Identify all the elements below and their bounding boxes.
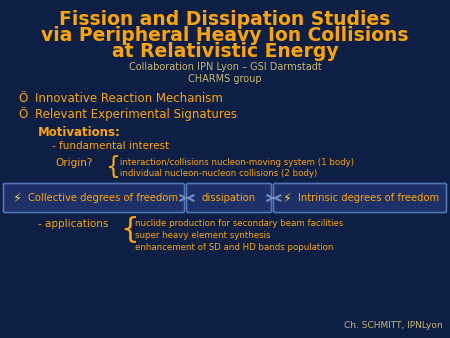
Text: Relevant Experimental Signatures: Relevant Experimental Signatures [35, 108, 237, 121]
FancyBboxPatch shape [4, 184, 184, 213]
Text: Collective degrees of freedom: Collective degrees of freedom [28, 193, 178, 203]
Text: Origin?: Origin? [55, 158, 92, 168]
Text: via Peripheral Heavy Ion Collisions: via Peripheral Heavy Ion Collisions [41, 26, 409, 45]
Text: Motivations:: Motivations: [38, 126, 121, 139]
Text: {: { [105, 155, 120, 179]
FancyBboxPatch shape [274, 184, 446, 213]
Text: Collaboration IPN Lyon – GSI Darmstadt: Collaboration IPN Lyon – GSI Darmstadt [129, 62, 321, 72]
Text: individual nucleon-nucleon collisions (2 body): individual nucleon-nucleon collisions (2… [120, 169, 317, 178]
Text: ⚡: ⚡ [283, 192, 292, 204]
Text: at Relativistic Energy: at Relativistic Energy [112, 42, 338, 61]
Text: Ch. SCHMITT, IPNLyon: Ch. SCHMITT, IPNLyon [344, 321, 443, 330]
Text: nuclide production for secondary beam facilities: nuclide production for secondary beam fa… [135, 219, 343, 228]
Text: enhancement of SD and HD bands population: enhancement of SD and HD bands populatio… [135, 243, 333, 252]
Text: Fission and Dissipation Studies: Fission and Dissipation Studies [59, 10, 391, 29]
Text: Ö: Ö [18, 108, 27, 121]
Text: dissipation: dissipation [202, 193, 256, 203]
Text: Ö: Ö [18, 92, 27, 105]
Text: CHARMS group: CHARMS group [188, 74, 262, 84]
Text: Intrinsic degrees of freedom: Intrinsic degrees of freedom [298, 193, 439, 203]
Text: - applications: - applications [38, 219, 108, 229]
Text: Innovative Reaction Mechanism: Innovative Reaction Mechanism [35, 92, 223, 105]
FancyBboxPatch shape [186, 184, 271, 213]
Text: interaction/collisions nucleon-moving system (1 body): interaction/collisions nucleon-moving sy… [120, 158, 354, 167]
Text: {: { [120, 216, 139, 244]
Text: ⚡: ⚡ [13, 192, 22, 204]
Text: - fundamental interest: - fundamental interest [52, 141, 169, 151]
Text: super heavy element synthesis: super heavy element synthesis [135, 231, 270, 240]
